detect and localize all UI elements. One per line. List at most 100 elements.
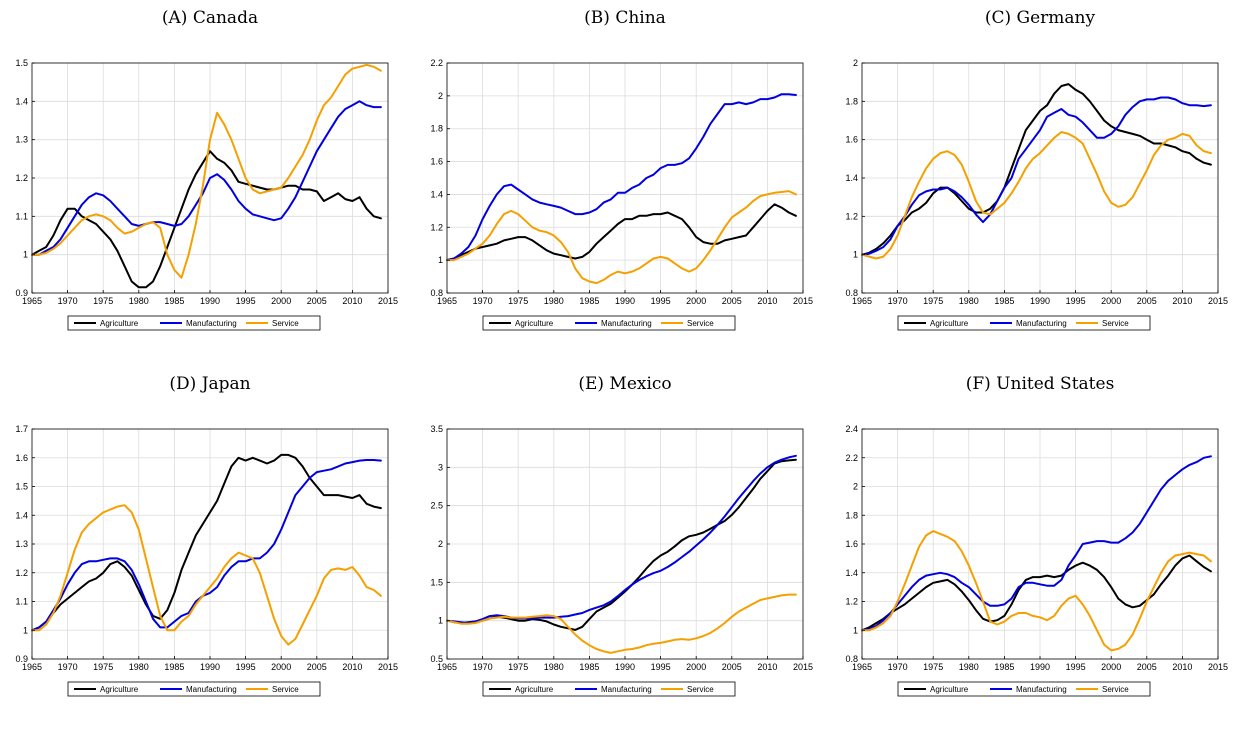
legend-label: Service — [1102, 319, 1129, 328]
legend-label: Agriculture — [100, 685, 139, 694]
series-line-manufacturing — [446, 454, 797, 624]
y-tick-label: 0.9 — [15, 288, 28, 298]
x-tick-label: 1985 — [164, 296, 184, 306]
series-line-service — [861, 131, 1212, 260]
y-tick-label: 1 — [438, 255, 443, 265]
x-tick-label: 1995 — [651, 296, 671, 306]
x-tick-label: 1970 — [888, 296, 908, 306]
x-tick-label: 1975 — [508, 296, 528, 306]
x-tick-label: 2005 — [307, 662, 327, 672]
x-tick-label: 1965 — [852, 296, 872, 306]
legend-label: Service — [687, 319, 714, 328]
y-tick-label: 1.6 — [430, 157, 443, 167]
y-tick-label: 3.5 — [430, 424, 443, 434]
x-tick-label: 1990 — [200, 662, 220, 672]
legend-box — [897, 681, 1151, 697]
x-tick-label: 1965 — [437, 662, 457, 672]
legend-label: Service — [1102, 685, 1129, 694]
x-tick-label: 2005 — [1137, 662, 1157, 672]
x-tick-label: 1980 — [959, 296, 979, 306]
y-tick-label: 1.8 — [845, 510, 858, 520]
y-tick-label: 2.2 — [430, 58, 443, 68]
series-line-agriculture — [31, 453, 382, 632]
y-tick-label: 1 — [853, 250, 858, 260]
x-tick-label: 1985 — [579, 662, 599, 672]
y-tick-label: 1 — [853, 625, 858, 635]
x-tick-label: 1995 — [651, 662, 671, 672]
series-line-agriculture — [446, 458, 797, 631]
x-tick-label: 1985 — [164, 662, 184, 672]
x-tick-label: 1990 — [615, 296, 635, 306]
x-tick-label: 2000 — [271, 662, 291, 672]
panel-title: (F) United States — [966, 374, 1115, 394]
y-tick-label: 0.8 — [845, 654, 858, 664]
y-tick-label: 0.8 — [845, 288, 858, 298]
panel-title: (C) Germany — [985, 8, 1096, 28]
x-tick-label: 1970 — [473, 296, 493, 306]
y-tick-label: 1.8 — [430, 124, 443, 134]
legend-label: Manufacturing — [601, 685, 652, 694]
y-tick-label: 2.2 — [845, 453, 858, 463]
legend: Agriculture Manufacturing Service — [482, 681, 736, 697]
x-tick-label: 1995 — [236, 296, 256, 306]
legend-label: Manufacturing — [1016, 319, 1067, 328]
legend-label: Service — [272, 319, 299, 328]
legend-label: Manufacturing — [186, 319, 237, 328]
y-tick-label: 2.5 — [430, 501, 443, 511]
legend: Agriculture Manufacturing Service — [67, 315, 321, 331]
y-tick-label: 1 — [23, 250, 28, 260]
legend-label: Agriculture — [100, 319, 139, 328]
y-tick-label: 2 — [438, 539, 443, 549]
x-tick-label: 2010 — [342, 296, 362, 306]
y-tick-label: 1.2 — [15, 173, 28, 183]
y-tick-label: 1.2 — [15, 568, 28, 578]
legend-box — [897, 315, 1151, 331]
x-tick-label: 1975 — [508, 662, 528, 672]
x-tick-label: 2015 — [1208, 662, 1228, 672]
x-tick-label: 2000 — [1101, 296, 1121, 306]
y-tick-label: 0.5 — [430, 654, 443, 664]
chart-panel: (B) China 1965 1970 1975 1980 1985 1990 1995 200… — [430, 8, 813, 331]
x-tick-label: 2005 — [722, 662, 742, 672]
series-line-manufacturing — [31, 100, 382, 256]
y-tick-label: 0.9 — [15, 654, 28, 664]
chart-panel: (A) Canada 1965 1970 1975 1980 1985 1990 1995 20… — [15, 8, 398, 331]
panel-title: (E) Mexico — [578, 374, 671, 394]
x-tick-label: 1965 — [437, 296, 457, 306]
y-tick-label: 1.2 — [845, 597, 858, 607]
legend-label: Agriculture — [930, 319, 969, 328]
legend-box — [67, 681, 321, 697]
x-tick-label: 2000 — [686, 296, 706, 306]
x-tick-label: 1985 — [994, 296, 1014, 306]
y-tick-label: 3 — [438, 462, 443, 472]
legend: Agriculture Manufacturing Service — [67, 681, 321, 697]
y-tick-label: 1.2 — [845, 211, 858, 221]
series-line-manufacturing — [861, 455, 1212, 632]
x-tick-label: 1980 — [544, 296, 564, 306]
x-tick-label: 1970 — [473, 662, 493, 672]
y-tick-label: 1.4 — [845, 568, 858, 578]
legend-label: Manufacturing — [601, 319, 652, 328]
y-tick-label: 1.5 — [15, 482, 28, 492]
x-tick-label: 2000 — [271, 296, 291, 306]
x-tick-label: 2010 — [757, 662, 777, 672]
legend: Agriculture Manufacturing Service — [897, 315, 1151, 331]
x-tick-label: 1990 — [1030, 662, 1050, 672]
x-tick-label: 2010 — [1172, 296, 1192, 306]
x-tick-label: 2015 — [793, 662, 813, 672]
series-line-manufacturing — [31, 459, 382, 632]
y-tick-label: 1.6 — [845, 135, 858, 145]
panel-title: (B) China — [584, 8, 666, 28]
x-tick-label: 2015 — [793, 296, 813, 306]
x-tick-label: 1980 — [544, 662, 564, 672]
x-tick-label: 2000 — [686, 662, 706, 672]
y-tick-label: 0.8 — [430, 288, 443, 298]
x-tick-label: 1995 — [1066, 662, 1086, 672]
x-tick-label: 1985 — [994, 662, 1014, 672]
y-tick-label: 1.7 — [15, 424, 28, 434]
y-tick-label: 1.1 — [15, 597, 28, 607]
y-tick-label: 1.5 — [430, 577, 443, 587]
x-tick-label: 2015 — [378, 662, 398, 672]
